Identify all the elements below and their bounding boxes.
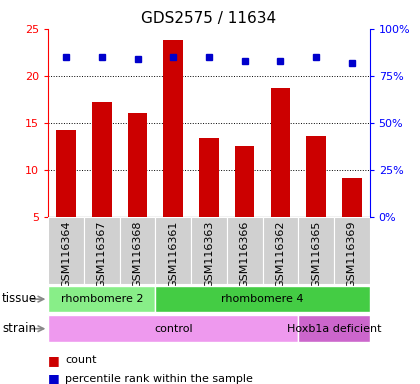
Bar	[120, 217, 155, 284]
Bar	[56, 131, 76, 217]
Text: GSM116361: GSM116361	[168, 220, 178, 288]
Text: strain: strain	[2, 322, 36, 335]
Bar	[92, 102, 112, 217]
Text: GSM116363: GSM116363	[204, 220, 214, 288]
Bar	[48, 315, 298, 342]
Text: ■: ■	[48, 372, 60, 384]
Bar	[298, 315, 370, 342]
Text: rhombomere 2: rhombomere 2	[60, 294, 143, 304]
Bar	[298, 217, 334, 284]
Text: GSM116365: GSM116365	[311, 220, 321, 288]
Bar	[191, 217, 227, 284]
Bar	[342, 179, 362, 217]
Bar	[270, 88, 290, 217]
Title: GDS2575 / 11634: GDS2575 / 11634	[142, 11, 276, 26]
Text: GSM116366: GSM116366	[240, 220, 249, 288]
Bar	[235, 146, 255, 217]
Text: GSM116369: GSM116369	[347, 220, 357, 288]
Text: GSM116368: GSM116368	[133, 220, 142, 288]
Bar	[155, 217, 191, 284]
Bar	[48, 286, 155, 313]
Text: rhombomere 4: rhombomere 4	[221, 294, 304, 304]
Bar	[262, 217, 298, 284]
Text: control: control	[154, 324, 192, 334]
Text: GSM116362: GSM116362	[276, 220, 285, 288]
Text: Hoxb1a deficient: Hoxb1a deficient	[286, 324, 381, 334]
Bar	[84, 217, 120, 284]
Bar	[155, 286, 370, 313]
Bar	[128, 114, 147, 217]
Text: ■: ■	[48, 354, 60, 367]
Bar	[334, 217, 370, 284]
Text: percentile rank within the sample: percentile rank within the sample	[65, 374, 253, 384]
Text: tissue: tissue	[2, 292, 37, 305]
Bar	[227, 217, 262, 284]
Bar	[199, 138, 219, 217]
Bar	[163, 40, 183, 217]
Text: count: count	[65, 355, 97, 365]
Bar	[48, 217, 84, 284]
Text: GSM116364: GSM116364	[61, 220, 71, 288]
Text: GSM116367: GSM116367	[97, 220, 107, 288]
Bar	[306, 136, 326, 217]
